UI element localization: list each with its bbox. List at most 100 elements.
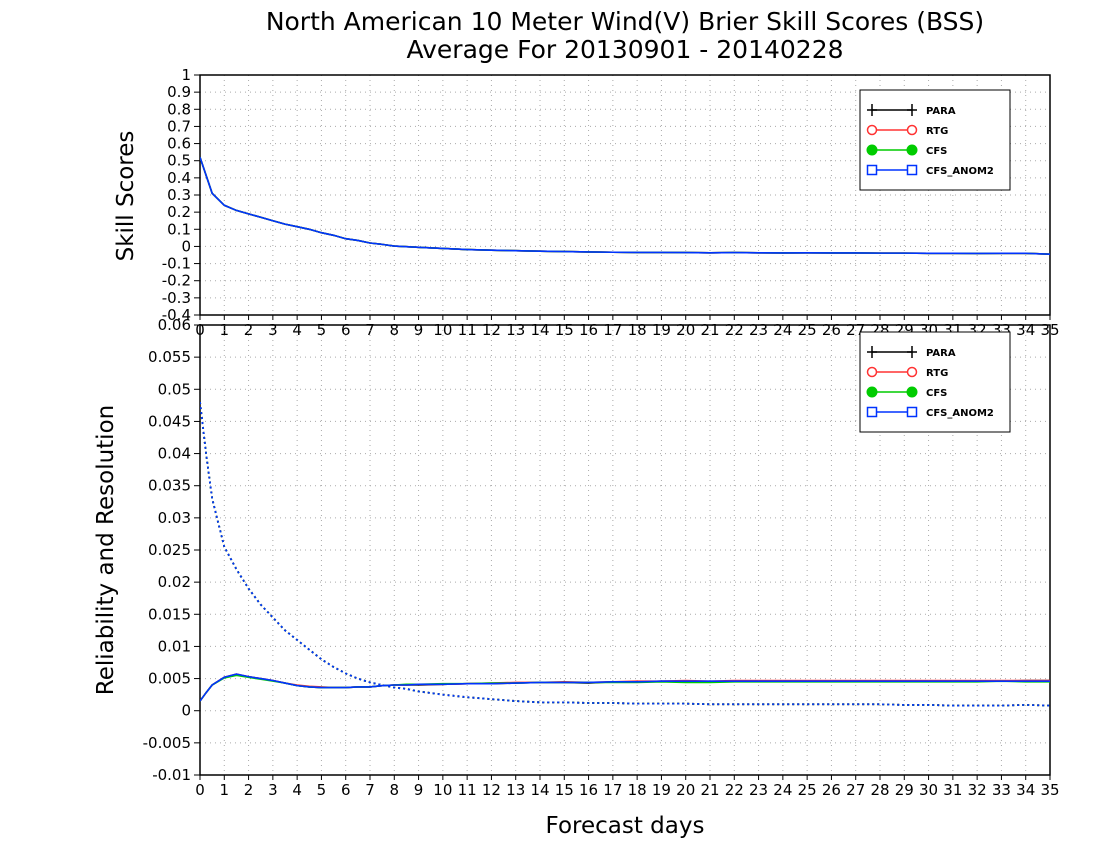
- bottom-y-tick-label: -0.01: [152, 766, 191, 784]
- bottom-legend: PARA RTG CFS CFS_ANOM2: [859, 331, 1011, 433]
- top-y-tick-label: -0.1: [162, 255, 191, 273]
- bottom-y-tick-label: 0.015: [148, 605, 191, 623]
- top-legend-marker-cfs-anom2: [906, 164, 918, 176]
- bottom-x-tick-label: 24: [773, 781, 792, 799]
- bottom-legend-label-rtg: RTG: [926, 368, 948, 379]
- bottom-x-tick-label: 9: [414, 781, 424, 799]
- top-series-group: [200, 157, 1050, 255]
- bottom-x-tick-label: 14: [530, 781, 549, 799]
- bottom-x-tick-label: 28: [870, 781, 889, 799]
- bottom-y-tick-label: 0.06: [158, 316, 191, 334]
- bottom-x-tick-label: 29: [895, 781, 914, 799]
- bottom-y-tick-label: 0.03: [158, 509, 191, 527]
- top-legend-marker-cfs: [906, 144, 918, 156]
- bottom-x-tick-label: 21: [700, 781, 719, 799]
- reliability-resolution-panel: -0.01 -0.005 0 0.005 0.01 0.015 0.02 0.025 0.03 0…: [143, 316, 1060, 799]
- bottom-y-tick-label: 0: [181, 702, 191, 720]
- bottom-x-tick-label: 31: [943, 781, 962, 799]
- bottom-y-tick-label: 0.035: [148, 477, 191, 495]
- bottom-y-tick-label: 0.02: [158, 573, 191, 591]
- bottom-legend-label-para: PARA: [926, 348, 956, 359]
- bottom-x-tick-label: 23: [749, 781, 768, 799]
- bottom-panel-y-axis-label: Reliability and Resolution: [93, 405, 119, 695]
- bottom-y-tick-label: 0.045: [148, 412, 191, 430]
- x-axis-label: Forecast days: [546, 813, 705, 839]
- bottom-y-tick-label: -0.005: [143, 734, 191, 752]
- bottom-x-tick-label: 5: [317, 781, 327, 799]
- bottom-x-tick-label: 30: [919, 781, 938, 799]
- bottom-legend-marker-cfs-anom2: [906, 406, 918, 418]
- bottom-x-tick-label: 13: [506, 781, 525, 799]
- bottom-y-tick-label: 0.05: [158, 380, 191, 398]
- bottom-x-tick-label: 27: [846, 781, 865, 799]
- top-series-cfs-anom2: [200, 157, 1050, 255]
- bottom-legend-marker-cfs-anom2: [866, 406, 878, 418]
- top-y-tick-label: 1: [181, 66, 191, 84]
- top-legend-marker-para: [907, 104, 917, 116]
- top-legend-marker-rtg: [906, 124, 918, 136]
- bottom-x-tick-label: 11: [458, 781, 477, 799]
- bottom-x-tick-label: 20: [676, 781, 695, 799]
- bottom-x-tick-label: 8: [390, 781, 400, 799]
- chart-title: North American 10 Meter Wind(V) Brier Sk…: [266, 7, 984, 36]
- bottom-x-tick-label: 4: [292, 781, 302, 799]
- bottom-x-tick-label: 18: [628, 781, 647, 799]
- bottom-legend-marker-rtg: [906, 366, 918, 378]
- bottom-x-tick-label: 26: [822, 781, 841, 799]
- bottom-series-cfs-anom2-resolution: [200, 673, 1050, 702]
- bottom-x-tick-label: 17: [603, 781, 622, 799]
- bottom-series-cfs-anom2-reliability: [200, 402, 1050, 707]
- bottom-x-tick-label: 25: [798, 781, 817, 799]
- top-legend-label-para: PARA: [926, 106, 956, 117]
- chart-subtitle: Average For 20130901 - 20140228: [406, 35, 843, 64]
- bottom-x-tick-label: 0: [195, 781, 205, 799]
- bottom-y-tick-label: 0.04: [158, 445, 191, 463]
- top-y-tick-label: 0.8: [167, 100, 191, 118]
- bottom-legend-box: [859, 331, 1011, 433]
- bottom-legend-marker-para: [867, 346, 877, 358]
- bottom-y-tick-label: 0.01: [158, 637, 191, 655]
- bottom-x-tick-label: 16: [579, 781, 598, 799]
- bottom-y-tick-label: 0.025: [148, 541, 191, 559]
- top-y-tick-label: 0: [181, 237, 191, 255]
- bottom-x-tick-label: 15: [555, 781, 574, 799]
- bottom-y-tick-label: 0.005: [148, 670, 191, 688]
- top-legend-marker-cfs: [866, 144, 878, 156]
- top-legend: PARA RTG CFS CFS_ANOM2: [859, 89, 1011, 191]
- top-y-tick-label: 0.2: [167, 203, 191, 221]
- bottom-legend-marker-rtg: [866, 366, 878, 378]
- top-legend-label-cfs: CFS: [926, 146, 947, 157]
- top-y-tick-label: -0.3: [162, 289, 191, 307]
- top-y-tick-label: 0.3: [167, 186, 191, 204]
- bottom-x-tick-label: 34: [1016, 781, 1035, 799]
- top-legend-label-rtg: RTG: [926, 126, 948, 137]
- bottom-x-tick-label: 33: [992, 781, 1011, 799]
- top-y-tick-label: 0.7: [167, 117, 191, 135]
- bottom-legend-label-cfs-anom2: CFS_ANOM2: [926, 408, 994, 419]
- bottom-legend-marker-cfs: [906, 386, 918, 398]
- bottom-x-tick-label: 32: [968, 781, 987, 799]
- bottom-x-tick-label: 3: [268, 781, 278, 799]
- bottom-y-tick-label: 0.055: [148, 348, 191, 366]
- bottom-legend-label-cfs: CFS: [926, 388, 947, 399]
- top-legend-marker-para: [867, 104, 877, 116]
- top-y-tick-label: 0.5: [167, 152, 191, 170]
- bottom-x-tick-label: 19: [652, 781, 671, 799]
- bottom-x-tick-label: 1: [220, 781, 230, 799]
- top-panel-y-axis-label: Skill Scores: [113, 131, 139, 262]
- top-y-tick-label: 0.6: [167, 135, 191, 153]
- top-y-tick-label: -0.2: [162, 272, 191, 290]
- bottom-x-tick-label: 7: [365, 781, 375, 799]
- bottom-x-tick-label: 12: [482, 781, 501, 799]
- bottom-x-tick-label: 6: [341, 781, 351, 799]
- bottom-legend-marker-cfs: [866, 386, 878, 398]
- bottom-x-tick-label: 2: [244, 781, 254, 799]
- top-legend-marker-cfs-anom2: [866, 164, 878, 176]
- bottom-x-tick-label: 10: [433, 781, 452, 799]
- top-y-tick-label: 0.1: [167, 220, 191, 238]
- top-y-tick-label: -0.4: [162, 306, 191, 324]
- bottom-series-group: [200, 402, 1050, 707]
- top-y-tick-label: 0.4: [167, 169, 191, 187]
